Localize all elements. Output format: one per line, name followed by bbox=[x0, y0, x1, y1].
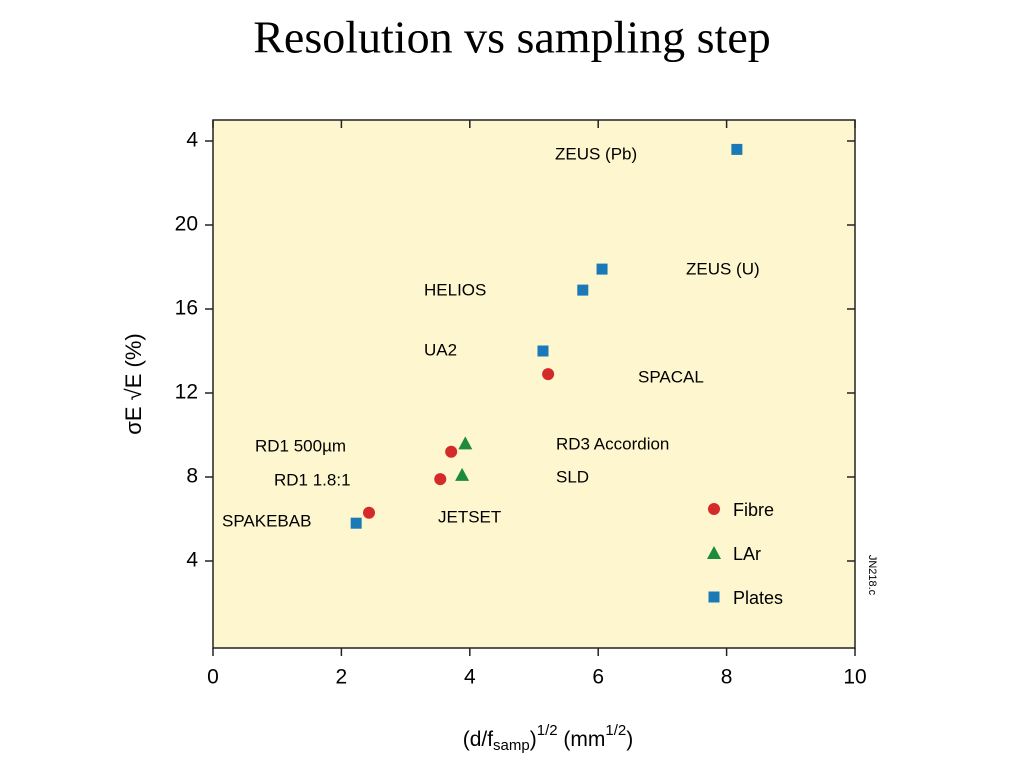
y-tick-label: 12 bbox=[175, 381, 198, 404]
y-tick-label: 16 bbox=[175, 297, 198, 320]
plot-area bbox=[212, 119, 856, 649]
legend-marker bbox=[707, 546, 721, 559]
x-tick-label: 4 bbox=[464, 666, 476, 689]
y-tick-label: 20 bbox=[175, 213, 198, 236]
x-label-part: (mm bbox=[558, 728, 606, 751]
annotation: RD3 Accordion bbox=[556, 434, 669, 453]
point bbox=[577, 284, 589, 296]
point bbox=[363, 506, 376, 519]
point bbox=[458, 436, 473, 450]
x-tick-label: 10 bbox=[843, 666, 866, 689]
legend-label: LAr bbox=[733, 544, 761, 564]
x-label-part: 1/2 bbox=[537, 722, 558, 739]
annotation: RD1 500µm bbox=[255, 436, 346, 455]
x-label-part: samp bbox=[493, 737, 530, 754]
annotation: SPACAL bbox=[638, 367, 704, 386]
x-tick-label: 8 bbox=[721, 666, 733, 689]
legend-marker bbox=[708, 503, 720, 515]
point bbox=[445, 445, 458, 458]
y-tick-label: 4 bbox=[186, 549, 198, 572]
annotation: SLD bbox=[556, 467, 589, 486]
chart-title: Resolution vs sampling step bbox=[253, 12, 771, 63]
x-axis-label: (d/fsamp)1/2 (mm1/2) bbox=[463, 722, 634, 754]
x-label-part: ) bbox=[530, 728, 537, 751]
legend-label: Plates bbox=[733, 588, 783, 608]
point bbox=[537, 345, 549, 357]
x-tick-label: 2 bbox=[336, 666, 348, 689]
code-label: JN218.c bbox=[866, 555, 878, 596]
x-label-part: 1/2 bbox=[605, 722, 626, 739]
annotation: ZEUS (Pb) bbox=[555, 144, 637, 163]
legend-label: Fibre bbox=[733, 500, 774, 520]
point bbox=[596, 263, 608, 275]
legend-marker bbox=[708, 591, 720, 603]
x-label-part: ) bbox=[626, 728, 633, 751]
x-label-part: (d/f bbox=[463, 728, 494, 751]
annotation: HELIOS bbox=[424, 280, 486, 299]
annotation: ZEUS (U) bbox=[686, 259, 760, 278]
point bbox=[455, 467, 470, 481]
y-tick-label: 8 bbox=[186, 465, 198, 488]
y-axis-label: σE √E (%) bbox=[121, 333, 146, 434]
x-tick-label: 6 bbox=[592, 666, 604, 689]
annotation: JETSET bbox=[438, 507, 501, 526]
point bbox=[350, 517, 362, 529]
annotation: SPAKEBAB bbox=[222, 511, 311, 530]
point bbox=[731, 143, 743, 155]
annotation: RD1 1.8:1 bbox=[274, 470, 351, 489]
point bbox=[542, 368, 555, 381]
annotation: UA2 bbox=[424, 340, 457, 359]
y-tick-label: 4 bbox=[186, 129, 198, 152]
x-tick-label: 0 bbox=[207, 666, 219, 689]
point bbox=[434, 473, 447, 486]
